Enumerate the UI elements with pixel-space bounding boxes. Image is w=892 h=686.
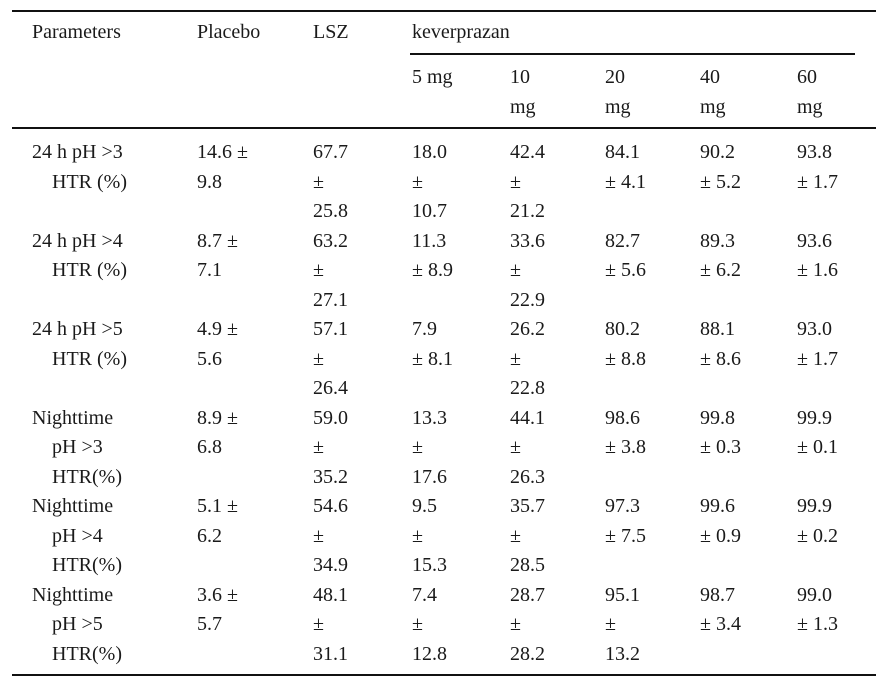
table-cell: 98.6 ± 3.8 bbox=[605, 406, 646, 459]
table-cell: 99.9 ± 0.2 bbox=[797, 495, 838, 547]
table-cell: 26.2 ± 22.8 bbox=[510, 318, 545, 399]
table-cell: 99.8 ± 0.3 bbox=[700, 406, 741, 459]
table-cell: 67.7 ± 25.8 bbox=[313, 141, 348, 222]
table-cell: 28.7 ± 28.2 bbox=[510, 583, 545, 665]
table-cell: 14.6 ± 9.8 bbox=[197, 141, 248, 193]
bottom-rule bbox=[12, 674, 876, 676]
table-cell: 13.3 ± 17.6 bbox=[412, 406, 447, 488]
row-label: Nighttime pH >3 HTR(%) bbox=[32, 406, 122, 488]
header-parameters: Parameters bbox=[32, 21, 121, 43]
table-cell: 93.0 ± 1.7 bbox=[797, 318, 838, 370]
header-dose: 5 mg bbox=[412, 66, 453, 88]
table-cell: 54.6 ± 34.9 bbox=[313, 495, 348, 576]
table-cell: 48.1 ± 31.1 bbox=[313, 583, 348, 665]
table-cell: 90.2 ± 5.2 bbox=[700, 141, 741, 193]
table-cell: 99.6 ± 0.9 bbox=[700, 495, 741, 547]
table-cell: 8.7 ± 7.1 bbox=[197, 229, 238, 282]
table-cell: 95.1 ± 13.2 bbox=[605, 583, 640, 665]
header-dose: 20 mg bbox=[605, 66, 631, 118]
group-underline bbox=[410, 53, 855, 55]
table-cell: 57.1 ± 26.4 bbox=[313, 318, 348, 399]
table-cell: 4.9 ± 5.6 bbox=[197, 318, 238, 370]
top-rule bbox=[12, 10, 876, 12]
row-label: 24 h pH >4 HTR (%) bbox=[32, 229, 127, 282]
row-label: Nighttime pH >4 HTR(%) bbox=[32, 495, 122, 576]
table-cell: 18.0 ± 10.7 bbox=[412, 141, 447, 222]
table-cell: 8.9 ± 6.8 bbox=[197, 406, 238, 459]
header-dose: 10 mg bbox=[510, 66, 536, 118]
table-cell: 7.4 ± 12.8 bbox=[412, 583, 447, 665]
header-dose: 60 mg bbox=[797, 66, 823, 118]
row-label: 24 h pH >3 HTR (%) bbox=[32, 141, 127, 193]
header-keverprazan: keverprazan bbox=[412, 21, 510, 43]
table-cell: 11.3 ± 8.9 bbox=[412, 229, 453, 282]
header-lsz: LSZ bbox=[313, 21, 349, 43]
header-placebo: Placebo bbox=[197, 21, 261, 43]
table-cell: 82.7 ± 5.6 bbox=[605, 229, 646, 282]
table-cell: 93.8 ± 1.7 bbox=[797, 141, 838, 193]
header-rule bbox=[12, 127, 876, 129]
row-label: Nighttime pH >5 HTR(%) bbox=[32, 583, 122, 665]
table-cell: 44.1 ± 26.3 bbox=[510, 406, 545, 488]
header-dose: 40 mg bbox=[700, 66, 726, 118]
table-cell: 35.7 ± 28.5 bbox=[510, 495, 545, 576]
table-cell: 9.5 ± 15.3 bbox=[412, 495, 447, 576]
table-cell: 99.9 ± 0.1 bbox=[797, 406, 838, 459]
table-cell: 42.4 ± 21.2 bbox=[510, 141, 545, 222]
table-cell: 5.1 ± 6.2 bbox=[197, 495, 238, 547]
table-cell: 7.9 ± 8.1 bbox=[412, 318, 453, 370]
table-cell: 63.2 ± 27.1 bbox=[313, 229, 348, 311]
table-cell: 80.2 ± 8.8 bbox=[605, 318, 646, 370]
table-cell: 99.0 ± 1.3 bbox=[797, 583, 838, 636]
table-cell: 97.3 ± 7.5 bbox=[605, 495, 646, 547]
table-cell: 98.7 ± 3.4 bbox=[700, 583, 741, 636]
table-cell: 89.3 ± 6.2 bbox=[700, 229, 741, 282]
table-cell: 59.0 ± 35.2 bbox=[313, 406, 348, 488]
table-cell: 88.1 ± 8.6 bbox=[700, 318, 741, 370]
table-cell: 33.6 ± 22.9 bbox=[510, 229, 545, 311]
table-cell: 3.6 ± 5.7 bbox=[197, 583, 238, 636]
table-cell: 93.6 ± 1.6 bbox=[797, 229, 838, 282]
table-cell: 84.1 ± 4.1 bbox=[605, 141, 646, 193]
row-label: 24 h pH >5 HTR (%) bbox=[32, 318, 127, 370]
